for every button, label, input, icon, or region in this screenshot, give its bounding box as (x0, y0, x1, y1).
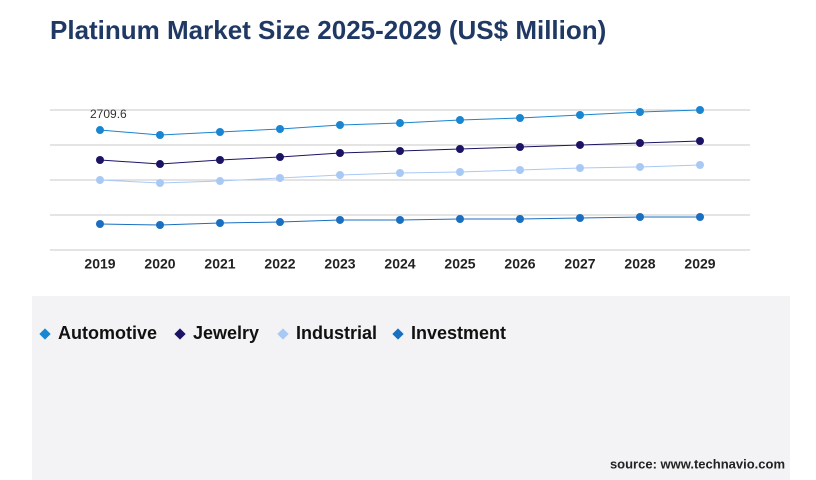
legend-label: Jewelry (193, 323, 259, 343)
data-point (456, 145, 464, 154)
x-tick-label: 2025 (444, 256, 475, 272)
data-point (696, 160, 704, 169)
data-point (276, 218, 284, 227)
data-point (456, 167, 464, 176)
legend-label: Industrial (296, 323, 377, 343)
data-point (96, 126, 104, 135)
x-tick-label: 2024 (384, 256, 415, 272)
data-point (336, 170, 344, 179)
legend-marker (174, 328, 186, 340)
data-point (576, 164, 584, 173)
data-point (456, 215, 464, 224)
data-point (96, 176, 104, 184)
chart-title: Platinum Market Size 2025-2029 (US$ Mill… (50, 15, 606, 45)
x-tick-label: 2021 (204, 256, 235, 272)
data-point (156, 160, 164, 169)
legend-marker (39, 328, 51, 340)
data-point (216, 177, 224, 186)
data-point (216, 155, 224, 164)
x-tick-label: 2020 (144, 256, 175, 272)
x-tick-label: 2027 (564, 256, 595, 272)
data-point (396, 146, 404, 155)
data-point (396, 119, 404, 128)
data-point (396, 169, 404, 178)
data-point (96, 220, 104, 229)
data-point (696, 136, 704, 145)
data-point (276, 124, 284, 133)
data-point (516, 215, 524, 224)
data-point (636, 213, 644, 222)
data-point (336, 148, 344, 157)
data-point (276, 174, 284, 183)
x-tick-label: 2029 (684, 256, 715, 272)
legend-label: Investment (411, 323, 506, 343)
data-point (576, 140, 584, 149)
data-point (96, 155, 104, 164)
data-point (516, 114, 524, 123)
data-point (156, 131, 164, 140)
data-point (216, 128, 224, 137)
data-point (276, 153, 284, 162)
data-point (636, 138, 644, 147)
data-point (576, 111, 584, 120)
data-point (576, 213, 584, 222)
x-tick-label: 2026 (504, 256, 535, 272)
data-point (336, 121, 344, 130)
data-point (696, 106, 704, 114)
data-point (516, 143, 524, 152)
data-point (636, 107, 644, 116)
x-tick-label: 2023 (324, 256, 355, 272)
data-point (456, 116, 464, 125)
source: source: www.technavio.com (610, 456, 785, 471)
x-tick-label: 2022 (264, 256, 295, 272)
legend-marker (392, 328, 404, 340)
data-point (516, 165, 524, 174)
data-point (696, 213, 704, 222)
data-point (156, 179, 164, 188)
x-tick-label: 2028 (624, 256, 655, 272)
data-point (636, 162, 644, 171)
data-label: 2709.6 (90, 107, 127, 121)
data-point (156, 220, 164, 229)
x-tick-label: 2019 (84, 256, 115, 272)
legend-label: Automotive (58, 323, 157, 343)
data-point (396, 215, 404, 224)
legend-marker (277, 328, 289, 340)
data-point (216, 218, 224, 227)
data-point (336, 215, 344, 224)
legend-panel (32, 296, 790, 480)
